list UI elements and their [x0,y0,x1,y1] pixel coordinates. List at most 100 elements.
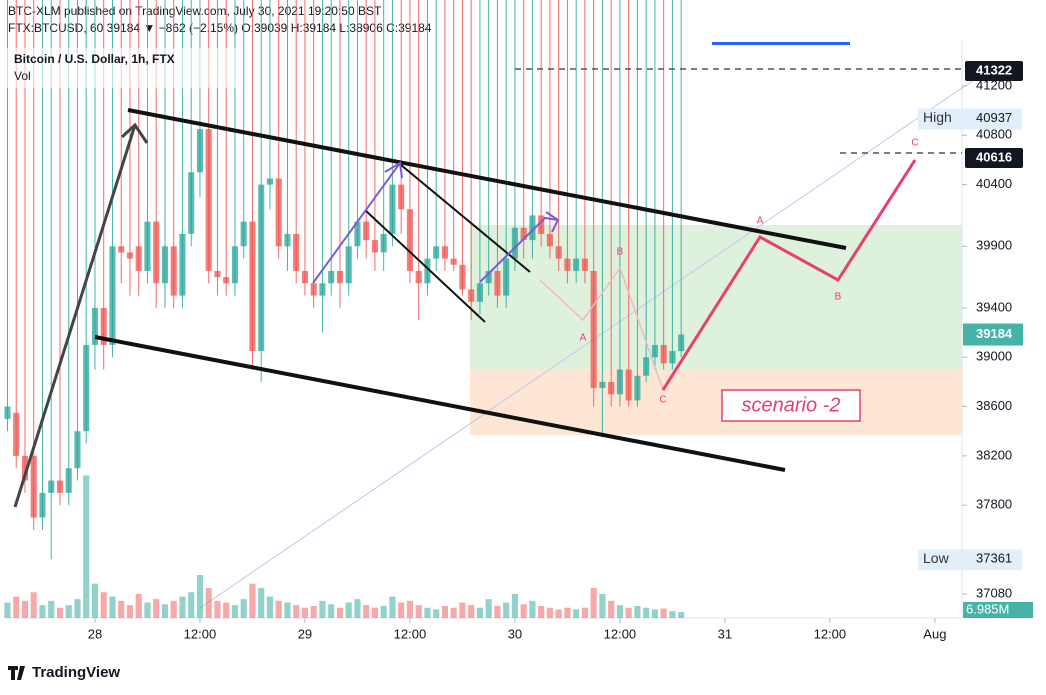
volume-bar [581,607,588,618]
candle-body [100,307,107,345]
high-box [918,108,1022,130]
y-tick-label: 38600 [976,398,1012,413]
candle-body [118,246,125,253]
candle-body [284,233,291,247]
chart-title: Bitcoin / U.S. Dollar, 1h, FTX [14,52,175,66]
toolbar-accent [712,42,850,45]
candle-body [608,381,615,395]
candle-body [21,455,29,481]
scenario-label: scenario -2 [742,394,841,416]
y-tick-label: 40800 [976,127,1012,142]
candle-body [74,431,81,469]
candle-body [643,357,650,376]
candle-body [441,246,448,259]
volume-bar [406,600,413,618]
volume-bar [380,605,387,618]
candle-body [503,258,510,296]
wave-label: A [757,216,764,227]
volume-bar [301,607,309,618]
candle-body [660,344,667,364]
volume-bar [415,605,422,618]
candle-body [564,258,571,271]
candle-body [398,184,405,210]
candle-body [625,369,632,401]
candle-body [345,246,352,284]
volume-bar [109,596,116,618]
candle-body [546,233,553,247]
volume-bar [91,583,99,618]
volume-bar [371,607,378,618]
volume-bar [529,600,536,618]
volume-bar [616,605,623,618]
level-label: 40616 [976,149,1012,164]
volume-bar [503,602,510,618]
volume-bar [476,607,483,618]
candle-body [144,221,151,271]
high-title: High [923,109,952,125]
candle-body [39,492,46,518]
volume-bar [345,602,352,618]
volume-value-box [963,602,1033,618]
candle-body [494,270,501,296]
last-price-box [963,323,1023,346]
volume-bar [266,596,274,618]
volume-bar [336,607,344,618]
last-price-label: 39184 [976,326,1013,341]
candle-body [126,252,134,259]
candle-body [573,258,580,271]
candle-body [354,221,361,247]
volume-bar [126,605,134,618]
candle-body [511,227,518,259]
candle-body [4,406,11,419]
y-tick-label: 37800 [976,497,1012,512]
candle-body [83,344,90,432]
logo [8,666,25,680]
volume-bar [56,607,64,618]
y-tick-label: 41200 [976,77,1012,92]
brand: TradingView [32,664,120,681]
published: BTC-XLM published on TradingView.com, Ju… [8,4,382,18]
candle-body [48,480,55,493]
volume-bar [389,596,396,618]
candle-body [13,412,20,456]
volume-bar [74,599,81,618]
candle-body [196,129,204,173]
candle-body [555,246,562,259]
candle-body [678,334,685,352]
volume-bar [13,596,20,618]
candle-body [30,455,37,518]
candle-body [468,289,475,302]
candle-body [328,270,335,284]
candle-body [485,270,492,284]
volume-bar [284,602,291,618]
volume-bar [48,600,55,618]
volume-bar [678,612,685,618]
candle-body [634,375,641,401]
volume-bar [555,609,562,618]
candle-body [415,270,422,284]
candle-body [529,215,536,241]
volume-bar [669,611,676,618]
candle-body [590,270,597,389]
candle-body [520,227,527,241]
candle-body [599,381,606,389]
wave-label: B [617,247,624,258]
candle-body [161,246,169,284]
x-tick-label: Aug [923,626,946,641]
candle-body [266,178,274,185]
level-box [965,60,1023,81]
candle-body [223,277,230,284]
candle-body [135,246,142,271]
volume-bar [188,592,195,618]
candle-body [450,258,457,265]
candle-body [91,307,99,345]
volume-bar [39,605,46,618]
volume-bar [223,602,230,618]
volume-bar [214,600,221,618]
candle-body [380,233,387,253]
volume-value-label: 6.985M [966,601,1009,616]
volume-bar [520,604,527,618]
x-tick-label: 28 [88,626,102,641]
x-tick-label: 30 [508,626,522,641]
